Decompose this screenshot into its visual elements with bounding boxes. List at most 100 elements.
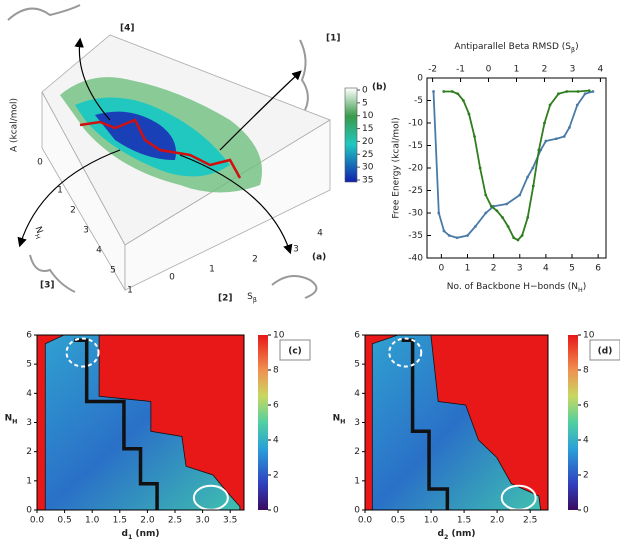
colorbar-tick-label: 6 — [273, 401, 279, 411]
point — [466, 234, 469, 237]
point — [489, 204, 493, 208]
x-tick-label: 6 — [595, 264, 601, 274]
x-tick-label: 1.0 — [85, 516, 100, 526]
panel-label: (c) — [288, 347, 302, 357]
y-tick-label: 2 — [354, 447, 360, 457]
y-axis-label-part: N — [333, 413, 341, 423]
point — [520, 234, 524, 237]
y-tick-label: 5 — [110, 266, 116, 276]
point — [455, 236, 459, 240]
x-tick-label: 1.0 — [424, 516, 439, 526]
chart-title: Antiparallel Beta RMSD (Sβ) — [454, 42, 578, 54]
point — [456, 92, 460, 96]
point — [537, 148, 541, 152]
colorbar-tick-label: 4 — [583, 436, 589, 446]
point — [473, 135, 476, 138]
colorbar-tick-label: 4 — [273, 436, 279, 446]
y-tick-label: 3 — [83, 226, 89, 236]
x-tick-label: 2 — [252, 255, 258, 265]
arrows — [17, 37, 302, 255]
x-axis-label-part: β — [253, 297, 257, 304]
point — [568, 126, 571, 129]
x2-tick-label: 4 — [598, 65, 604, 75]
highlight-start — [388, 337, 423, 368]
y-tick-label: 4 — [26, 389, 32, 399]
colorbar-tick-label: 8 — [583, 366, 589, 376]
colorbar-tick-label: 0 — [583, 506, 589, 516]
y-tick-label: 2 — [70, 206, 76, 216]
y-tick-label: 1 — [354, 476, 360, 486]
structures — [7, 4, 318, 299]
x-tick-label: 3 — [293, 245, 299, 255]
y-tick-label: 1 — [57, 186, 63, 196]
colorbar-tick-label: 25 — [362, 150, 373, 160]
y-tick-label: -20 — [408, 164, 423, 174]
structure-label: [3] — [40, 281, 55, 291]
point — [526, 175, 530, 179]
x-axis-label-part: 2 — [444, 534, 448, 541]
point — [583, 92, 587, 96]
colorbar-tick-label: 10 — [583, 331, 595, 341]
point — [467, 112, 471, 116]
x-axis-label-part: (nm) — [448, 529, 475, 539]
x-tick-label: 0 — [169, 273, 175, 283]
colorbar-tick-label: 5 — [362, 98, 368, 108]
x-tick-label: 0.0 — [358, 516, 373, 526]
x2-tick-label: -2 — [428, 65, 437, 75]
point — [518, 193, 522, 197]
point — [505, 202, 509, 206]
x-axis-label: No. of Backbone H−bonds (NH) — [447, 282, 587, 294]
y-tick-label: 5 — [26, 360, 32, 370]
y-tick-label: 6 — [26, 331, 32, 341]
y-tick-label: 4 — [354, 389, 360, 399]
point — [562, 135, 566, 138]
y-tick-label: -15 — [408, 141, 423, 151]
point — [478, 166, 482, 170]
y-tick-label: 0 — [417, 74, 423, 84]
chart-title-part: ) — [575, 42, 579, 52]
chart-title-part: β — [571, 47, 575, 54]
point — [432, 90, 435, 93]
x-axis-label-part: d — [122, 529, 128, 539]
y-tick-label: -25 — [408, 186, 423, 196]
x-axis-label-part: No. of Backbone H−bonds (N — [447, 282, 578, 292]
surface — [60, 77, 262, 193]
y-axis-label-part: N — [5, 413, 13, 423]
point — [575, 103, 579, 107]
minimum-path — [74, 338, 159, 510]
point — [501, 216, 504, 219]
heatmap-region — [371, 334, 542, 511]
x-tick-label: 5 — [569, 264, 575, 274]
point — [484, 193, 488, 197]
y-tick-label: 3 — [26, 418, 32, 428]
y-tick-label: 2 — [26, 447, 32, 457]
x-tick-label: 4 — [317, 229, 323, 239]
series-line — [443, 89, 590, 242]
x-axis-label-part: (nm) — [132, 529, 159, 539]
point — [526, 216, 530, 219]
point — [437, 211, 441, 215]
colorbar-tick-label: 2 — [583, 471, 589, 481]
colorbar-tick-label: 2 — [273, 471, 279, 481]
x-tick-label: 0.5 — [391, 516, 405, 526]
point — [591, 90, 595, 93]
point — [554, 137, 558, 141]
z-axis-label: A (kcal/mol) — [10, 98, 20, 152]
y-tick-label: -10 — [408, 119, 423, 129]
series-line — [432, 90, 594, 239]
point — [473, 225, 477, 228]
colorbar-tick-label: 0 — [273, 506, 279, 516]
x-axis-label: d1 (nm) — [122, 529, 160, 541]
x2-tick-label: 3 — [570, 65, 576, 75]
x-tick-label: 0.5 — [57, 516, 71, 526]
highlight-start — [65, 337, 100, 368]
x-axis-label-part: ) — [583, 282, 587, 292]
colorbar-tick-label: 15 — [362, 124, 373, 134]
x-tick-label: 2.5 — [523, 516, 537, 526]
colorbar — [258, 335, 268, 510]
x-tick-label: 2 — [491, 264, 497, 274]
point — [442, 90, 446, 93]
colorbar-tick-label: 30 — [362, 163, 374, 173]
point — [516, 238, 520, 242]
y-tick-label: -40 — [408, 254, 423, 264]
